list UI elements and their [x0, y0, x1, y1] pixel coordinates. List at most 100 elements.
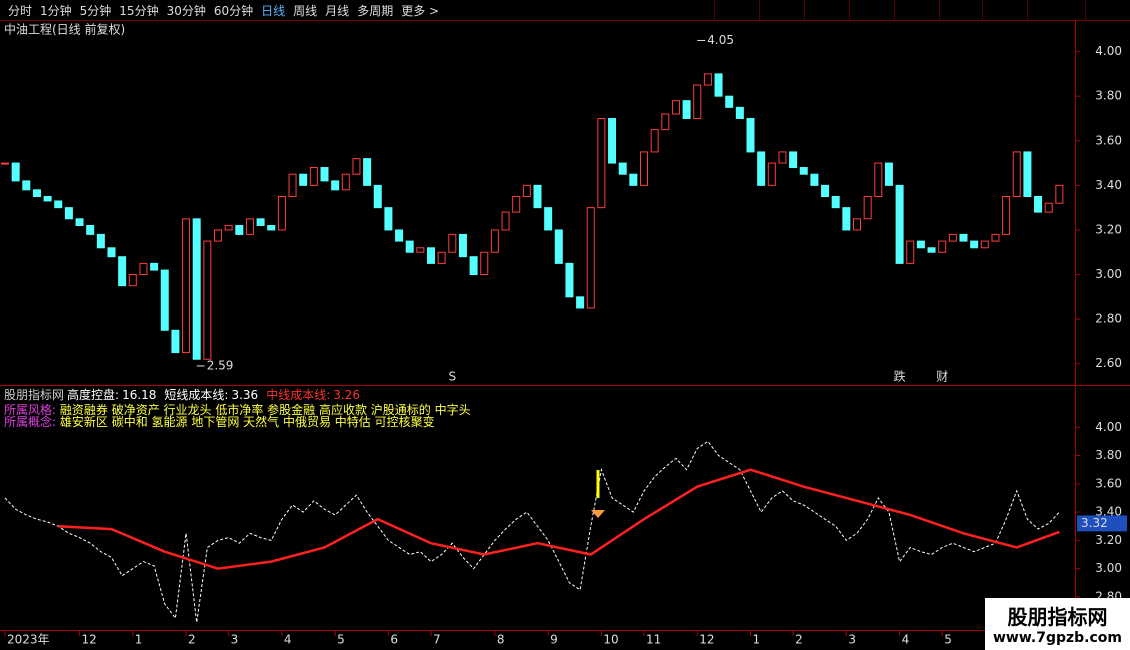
- candle: [75, 218, 84, 226]
- toolbar-button[interactable]: 复权: [713, 0, 759, 20]
- y-tick-label: 3.20: [1095, 222, 1122, 236]
- candle: [352, 158, 361, 175]
- candle: [395, 229, 404, 242]
- candle: [874, 162, 883, 198]
- candle: [746, 117, 755, 153]
- toolbar-button[interactable]: F10: [938, 0, 982, 20]
- candle: [245, 218, 254, 235]
- candle: [427, 247, 435, 264]
- period-tab[interactable]: 周线: [293, 3, 318, 18]
- candle: [703, 73, 712, 86]
- candle: [277, 196, 286, 231]
- watermark: 股朋指标网 www.7gpzb.com: [985, 598, 1130, 650]
- x-tick-label: 11: [646, 633, 661, 647]
- candle: [853, 218, 861, 231]
- period-tab[interactable]: 更多 >: [401, 3, 440, 18]
- toolbar-button[interactable]: +自选: [1026, 0, 1085, 20]
- header-label: 高度控盘:: [67, 388, 120, 402]
- candle: [118, 256, 127, 287]
- candle: [554, 229, 563, 264]
- text: 雄安新区 碳中和 氢能源 地下管网 天然气 中俄贸易 中特估 可控核聚变: [59, 415, 435, 429]
- candle: [214, 229, 222, 242]
- candle: [160, 269, 169, 331]
- x-tick-label: 2: [795, 633, 803, 647]
- candle: [693, 84, 702, 119]
- period-tab[interactable]: 15分钟: [119, 3, 159, 18]
- x-tick-label: 2: [188, 633, 196, 647]
- candle: [629, 173, 638, 186]
- y-tick-label: 2.80: [1095, 312, 1122, 326]
- candle: [799, 167, 808, 175]
- y-tick-label: 3.60: [1095, 476, 1122, 490]
- text: 融资融券 破净资产 行业龙头 低市净率 参股金融 高应收款 沪股通标的 中字头: [59, 403, 471, 417]
- candle: [288, 173, 297, 198]
- candle: [182, 218, 191, 354]
- candle: [341, 173, 350, 191]
- period-tab[interactable]: 5分钟: [79, 3, 112, 18]
- candle: [640, 151, 648, 186]
- x-tick-label: 4: [284, 633, 292, 647]
- price-line: [4, 440, 1060, 623]
- y-tick-label: 2.60: [1095, 356, 1122, 370]
- x-tick-label: 5: [337, 633, 345, 647]
- y-tick-label: 3.40: [1095, 505, 1122, 519]
- candle: [725, 95, 734, 108]
- candle: [948, 233, 957, 242]
- candle: [842, 207, 851, 231]
- candle: [650, 129, 659, 153]
- candle: [512, 196, 521, 213]
- candle: [884, 162, 893, 186]
- toolbar-button[interactable]: 标记: [981, 0, 1027, 20]
- toolbar-button[interactable]: 多股: [803, 0, 849, 20]
- candle: [139, 262, 148, 276]
- candle: [938, 240, 947, 253]
- candle: [64, 207, 73, 220]
- period-tab[interactable]: 日线: [261, 3, 286, 18]
- toolbar-button[interactable]: 统计: [848, 0, 894, 20]
- period-tab[interactable]: 60分钟: [213, 3, 254, 18]
- period-tab[interactable]: 1分钟: [40, 3, 72, 18]
- candle: [203, 240, 212, 360]
- x-tick-label: 1: [135, 633, 143, 647]
- y-tick-label: 4.00: [1095, 44, 1122, 58]
- period-tab[interactable]: 多周期: [357, 3, 394, 18]
- x-tick-label: 2023年: [7, 633, 50, 647]
- period-tab[interactable]: 30分钟: [166, 3, 206, 18]
- candle: [235, 224, 244, 235]
- candle: [757, 151, 766, 186]
- candle: [1002, 196, 1011, 235]
- toolbar-button[interactable]: 叠加: [758, 0, 804, 20]
- indicator-header: 股朋指标网 高度控盘: 16.18 短线成本线: 3.36 中线成本线: 3.26: [4, 386, 368, 403]
- stock-tags: 所属风格: 融资融券 破净资产 行业龙头 低市净率 参股金融 高应收款 沪股通标…: [4, 404, 471, 428]
- candle: [448, 233, 457, 253]
- candle: [1012, 151, 1021, 198]
- candle: [405, 240, 414, 253]
- signal: 财: [936, 370, 948, 384]
- cost-line: [58, 468, 1060, 570]
- candle: [586, 207, 595, 309]
- toolbar-button[interactable]: 返回: [1084, 0, 1130, 20]
- candle: [458, 233, 467, 258]
- candle: [128, 274, 137, 287]
- y-tick-label: 3.00: [1095, 561, 1122, 575]
- y-tick-label: 3.80: [1095, 448, 1122, 462]
- x-tick-label: 8: [497, 633, 505, 647]
- toolbar-button[interactable]: 画线: [893, 0, 939, 20]
- candle: [299, 173, 308, 186]
- y-tick-label: 3.40: [1095, 178, 1122, 192]
- candle: [224, 224, 233, 231]
- x-tick-label: 5: [944, 633, 952, 647]
- header-label: 股朋指标网: [4, 388, 65, 402]
- candle: [735, 106, 744, 119]
- candle: [501, 211, 510, 231]
- annotation: 2.59: [207, 358, 234, 372]
- x-tick-label: 9: [550, 633, 558, 647]
- candle: [831, 196, 840, 209]
- period-tab[interactable]: 月线: [325, 3, 350, 18]
- y-tick-label: 4.00: [1095, 420, 1122, 434]
- candle: [767, 162, 776, 186]
- candle: [1055, 184, 1064, 204]
- candle: [991, 233, 1000, 242]
- header-label: 短线成本线:: [164, 388, 229, 402]
- period-tab[interactable]: 分时: [8, 3, 33, 18]
